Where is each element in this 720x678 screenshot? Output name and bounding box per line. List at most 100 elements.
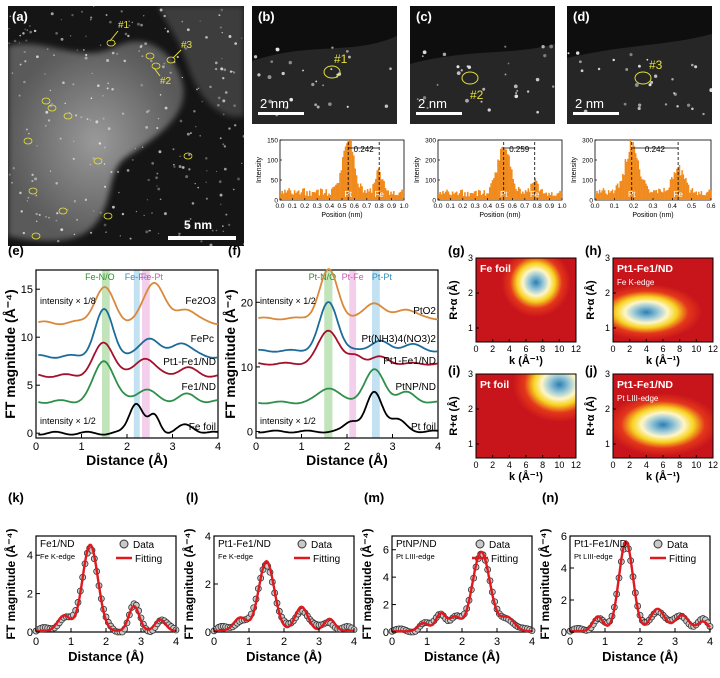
- x-tick-label: 1.0: [399, 203, 408, 210]
- profile-bar: [655, 189, 658, 200]
- profile-bar: [698, 191, 700, 200]
- profile-bar: [534, 178, 537, 200]
- profile-bar: [326, 195, 329, 200]
- profile-bar: [613, 193, 615, 200]
- x-tick-label: 0.8: [533, 203, 542, 210]
- profile-bar: [397, 195, 399, 200]
- atom-spot: [416, 98, 419, 101]
- profile-bar: [324, 192, 326, 200]
- profile-bar: [651, 192, 654, 200]
- x-tick-label: 0.6: [706, 203, 715, 210]
- legend-data-marker: [475, 539, 485, 549]
- profile-bar: [622, 173, 624, 200]
- atom-spot: [456, 71, 461, 76]
- bond-band-label: Pt-Pt: [372, 272, 393, 282]
- wt-intensity-lobe: [512, 374, 576, 423]
- profile-bar: [351, 151, 354, 200]
- x-tick-label: 10: [554, 460, 564, 470]
- x-tick-label: 0.3: [313, 203, 322, 210]
- y-axis-label: FT magnitude (Å⁻⁴): [3, 529, 18, 640]
- profile-bar: [696, 195, 699, 200]
- profile-bar: [695, 191, 698, 200]
- fe-label: Fe: [530, 190, 540, 199]
- profile-bar: [637, 160, 640, 200]
- y-tick-label: 1: [468, 323, 473, 333]
- profile-bar: [380, 179, 383, 200]
- panel-a-micrograph: #1 #3 #2 5 nm (a): [8, 6, 244, 246]
- x-axis-label: k (Å⁻¹): [509, 470, 543, 483]
- atom-spot: [623, 102, 627, 106]
- x-tick-label: 2: [281, 636, 287, 648]
- profile-bar: [439, 192, 441, 200]
- x-tick-label: 0.4: [325, 203, 334, 210]
- spectrum-line: [38, 341, 219, 378]
- y-tick-label: 300: [425, 138, 436, 145]
- y-axis-label: R+α (Å): [447, 396, 460, 436]
- panel-label-g: (g): [448, 243, 465, 258]
- profile-bar: [285, 192, 288, 200]
- x-axis-label: k (Å⁻¹): [646, 354, 680, 367]
- profile-bar: [686, 182, 688, 200]
- profile-bar: [618, 187, 620, 200]
- atom-spot: [465, 98, 469, 103]
- profile-bar: [350, 140, 352, 200]
- x-tick-label: 0.4: [668, 203, 677, 210]
- profile-bar: [377, 168, 380, 200]
- fit-chart-k: Fe1/ND Fe K-edge Data Fitting 0 1 2 3 4 0 2 4 Distan…: [3, 529, 180, 664]
- scale-bar: [168, 236, 236, 240]
- x-tick-label: 4: [173, 636, 179, 648]
- x-tick-label: 6: [523, 460, 528, 470]
- panel-label-n: (n): [542, 490, 559, 505]
- bond-band: [101, 270, 110, 438]
- sample-label: Pt1-Fe1/ND: [574, 539, 627, 550]
- particle-region: [8, 41, 184, 241]
- x-tick-label: 6: [523, 344, 528, 354]
- map-title: Pt foil: [480, 379, 509, 391]
- profile-bar: [555, 195, 557, 200]
- profile-bar: [548, 192, 550, 200]
- x-tick-label: 0: [33, 441, 39, 453]
- profile-bar: [610, 191, 612, 200]
- profile-bar: [366, 189, 369, 200]
- x-tick-label: 0.2: [300, 203, 309, 210]
- legend-fit-label: Fitting: [491, 554, 518, 565]
- profile-bar: [624, 159, 627, 200]
- x-tick-label: 6: [660, 460, 665, 470]
- profile-bar: [628, 151, 630, 200]
- profile-bar: [340, 170, 343, 200]
- profile-bar: [364, 190, 366, 200]
- profile-bar: [307, 195, 310, 200]
- profile-bar: [667, 189, 669, 200]
- profile-bar: [442, 191, 444, 200]
- x-tick-label: 2: [344, 441, 350, 453]
- profile-bar: [664, 191, 667, 200]
- profile-bar: [337, 182, 340, 200]
- y-tick-label: 6: [561, 531, 567, 543]
- y-tick-label: 4: [561, 563, 567, 575]
- atom-spot: [673, 92, 677, 96]
- atom-spot: [686, 103, 691, 107]
- series-label: Pt foil: [411, 422, 436, 433]
- profile-bar: [292, 194, 294, 200]
- profile-bar: [509, 166, 512, 200]
- map-title: Pt1-Fe1/ND: [617, 263, 673, 275]
- y-tick-label: 0: [274, 198, 278, 205]
- profile-bar: [597, 193, 600, 200]
- profile-bar: [512, 179, 514, 200]
- profile-bar: [668, 187, 670, 200]
- profile-bar: [330, 188, 333, 200]
- series-label: PtNP/ND: [395, 382, 436, 393]
- y-axis-label: FT magnitude (Å⁻⁴): [537, 529, 552, 640]
- series-label: Fe2O3: [185, 296, 216, 307]
- scale-annotation: intensity × 1/2: [260, 416, 316, 426]
- y-tick-label: 100: [582, 178, 593, 185]
- profile-bar: [625, 161, 628, 200]
- profile-bar: [546, 195, 549, 200]
- x-tick-label: 0.5: [337, 203, 346, 210]
- profile-bar: [642, 179, 645, 200]
- pt-label: Pt: [500, 190, 508, 199]
- x-tick-label: 0.1: [610, 203, 619, 210]
- atom-spot: [504, 45, 507, 48]
- edge-label: Fe K-edge: [218, 552, 253, 561]
- profile-bar: [372, 184, 374, 200]
